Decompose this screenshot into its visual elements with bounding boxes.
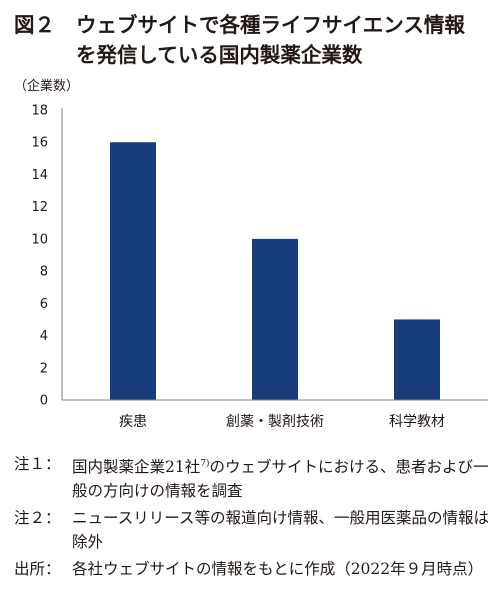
notes: 注１： 国内製薬企業21社7)のウェブサイトにおける、患者および一般の方向けの情… [14, 452, 494, 581]
note-text: のウェブサイトにおける、患者および一般の方向けの情報を調査 [72, 458, 489, 501]
figure-title: 図２ ウェブサイトで各種ライフサイエンス情報 を発信している国内製薬企業数 [14, 10, 490, 70]
bar [110, 142, 156, 400]
y-tick-label: 18 [31, 104, 48, 119]
note-label: 注２： [14, 509, 61, 528]
note-text: ニュースリリース等の報道向け情報、一般用医薬品の情報は除外 [72, 509, 489, 552]
note-text: 国内製薬企業21社 [72, 458, 201, 477]
y-tick-label: 14 [31, 168, 48, 183]
x-tick-label: 疾患 [119, 414, 147, 430]
note-text: 各社ウェブサイトの情報をもとに作成（2022年９月時点） [72, 560, 484, 579]
source-note: 出所： 各社ウェブサイトの情報をもとに作成（2022年９月時点） [14, 557, 494, 581]
y-tick-label: 6 [40, 297, 48, 312]
y-axis-unit-label: （企業数） [14, 78, 79, 94]
note-label: 注１： [14, 455, 61, 473]
figure-number: 図２ [14, 13, 55, 37]
note-label: 出所： [14, 560, 61, 579]
reference-superscript: 7) [200, 459, 210, 469]
bar [252, 238, 298, 400]
y-tick-label: 8 [40, 265, 48, 280]
x-tick-label: 創薬・製剤技術 [226, 414, 324, 430]
y-tick-label: 10 [31, 232, 48, 247]
x-tick-label: 科学教材 [389, 414, 445, 430]
note-2: 注２： ニュースリリース等の報道向け情報、一般用医薬品の情報は除外 [14, 506, 494, 554]
y-tick-label: 16 [31, 136, 48, 151]
y-tick-label: 12 [31, 200, 48, 215]
y-tick-label: 2 [40, 361, 48, 376]
figure-title-line-1: ウェブサイトで各種ライフサイエンス情報 [76, 13, 465, 37]
note-1: 注１： 国内製薬企業21社7)のウェブサイトにおける、患者および一般の方向けの情… [14, 452, 494, 503]
y-tick-label: 4 [40, 329, 48, 344]
figure-title-line-2: を発信している国内製薬企業数 [76, 43, 363, 67]
y-tick-label: 0 [40, 394, 48, 409]
bar [394, 319, 440, 400]
bar-chart: （企業数） 0 2 4 6 8 10 12 14 16 18 疾患 創薬・製剤技術 科学教材 [14, 78, 488, 430]
